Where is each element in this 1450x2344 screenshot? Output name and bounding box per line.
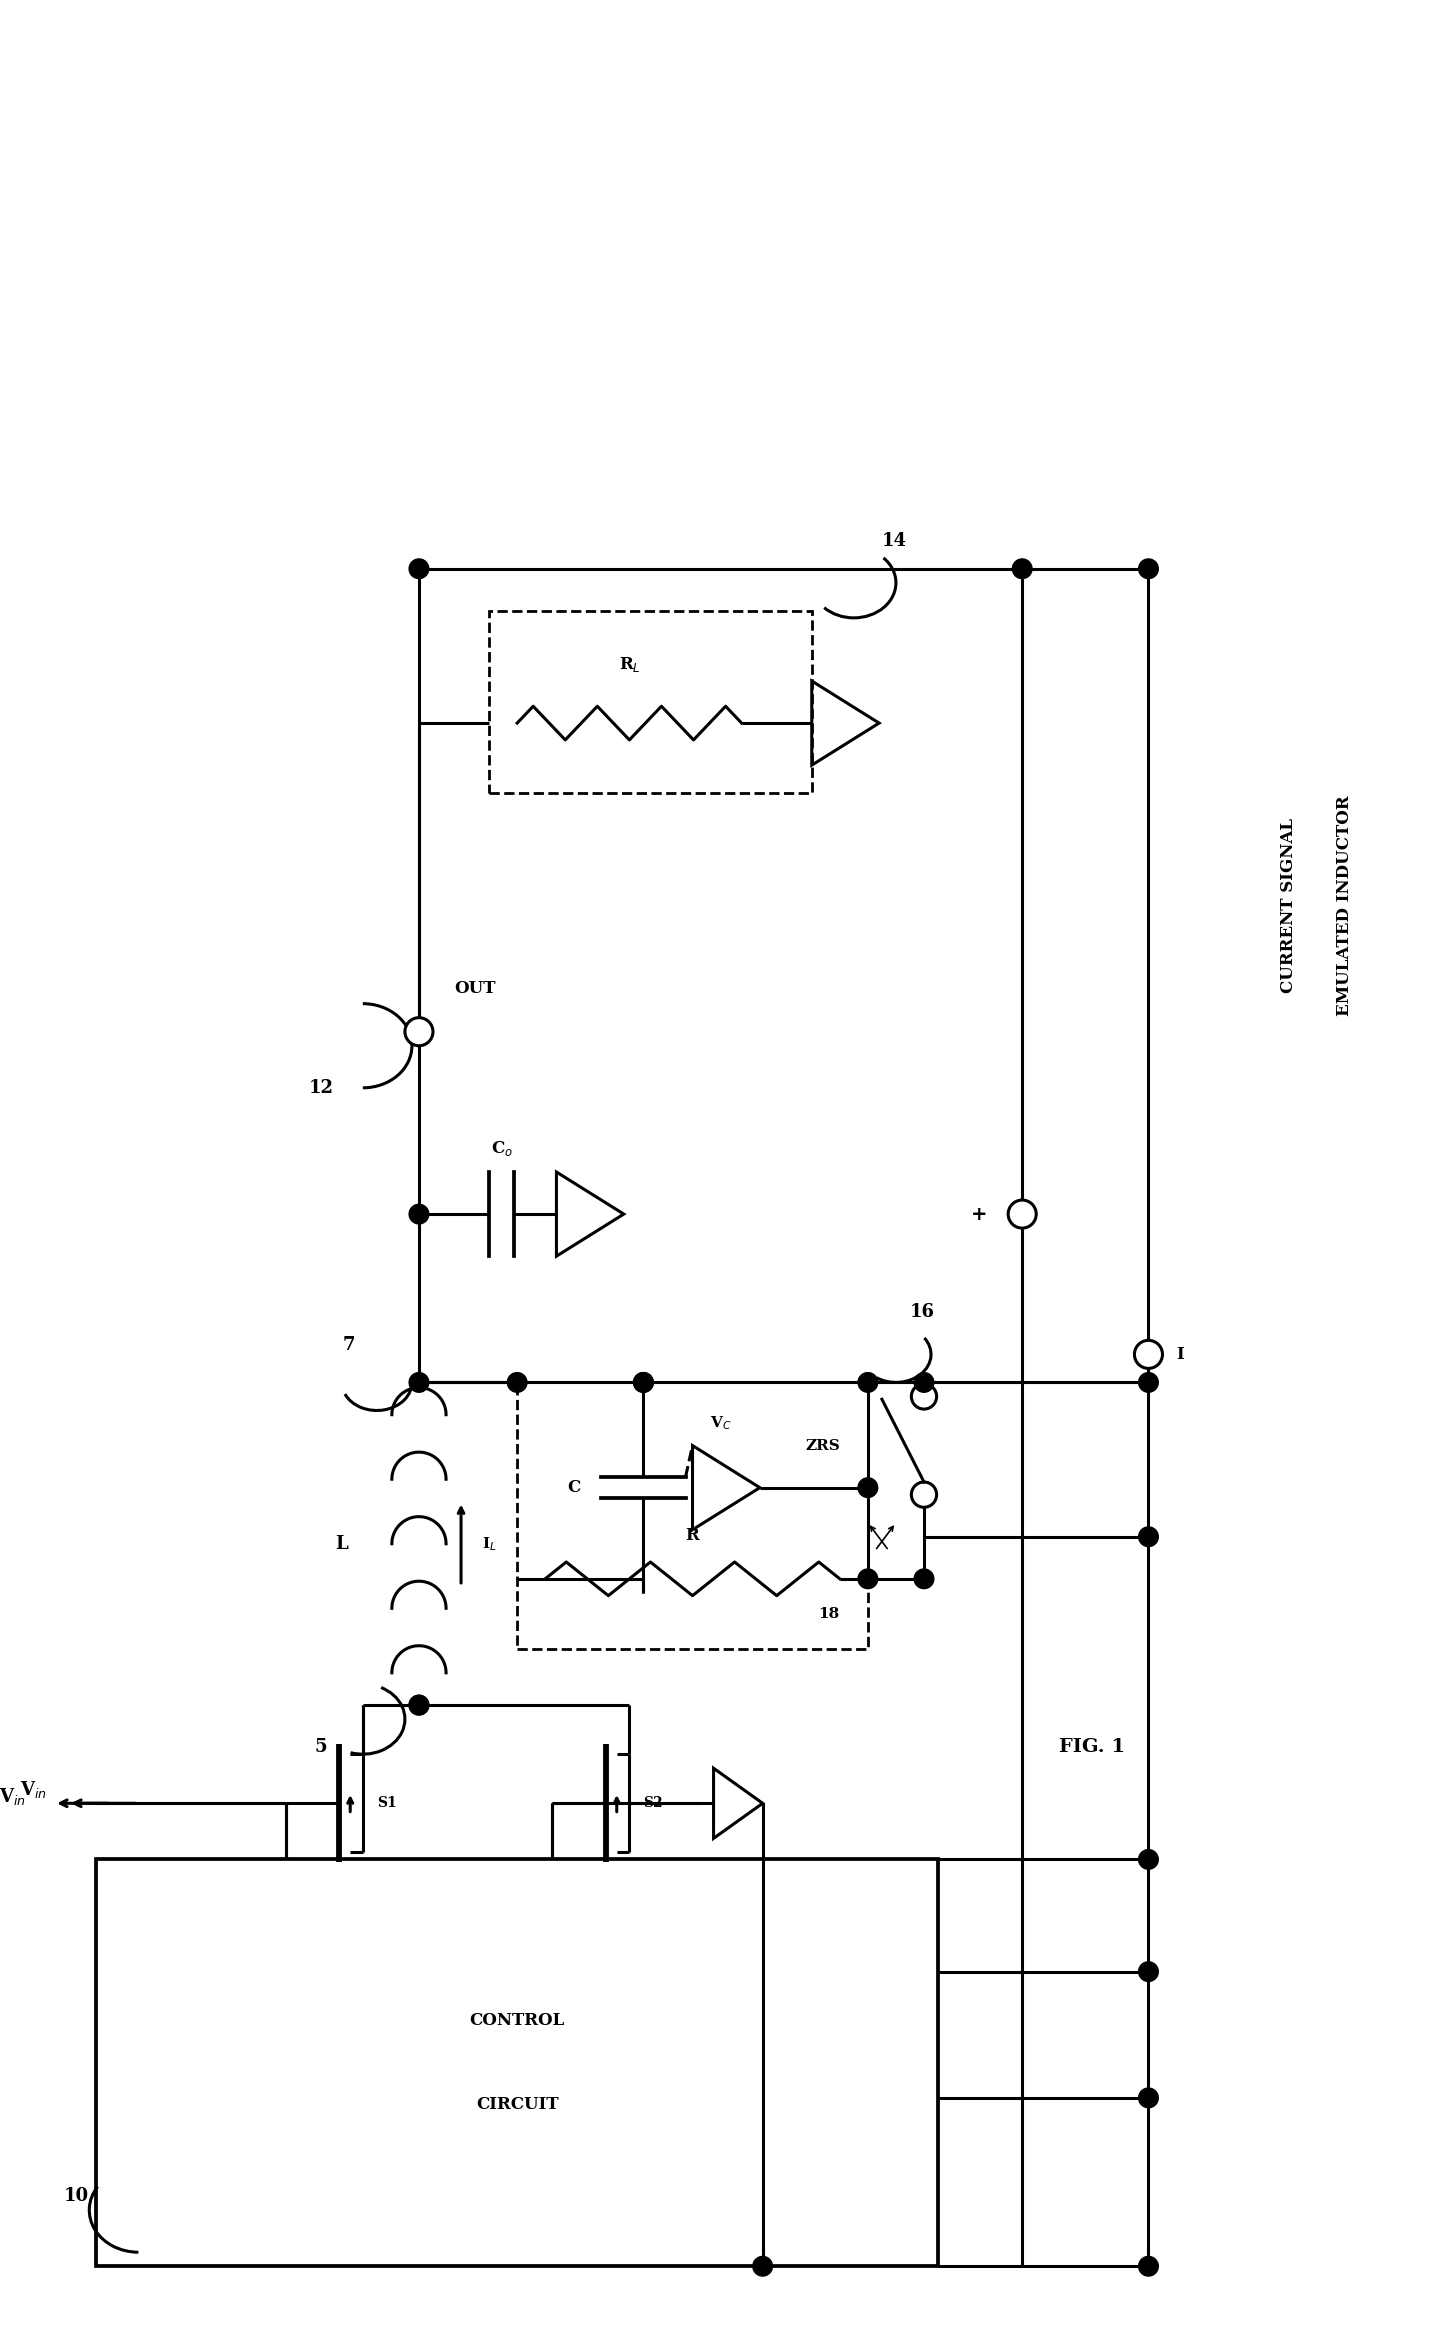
Text: 10: 10 — [64, 2187, 90, 2206]
Circle shape — [1134, 1341, 1163, 1369]
Circle shape — [914, 1374, 934, 1392]
Text: CONTROL: CONTROL — [470, 2011, 566, 2030]
Text: 14: 14 — [882, 532, 906, 551]
Circle shape — [409, 1695, 429, 1716]
Circle shape — [634, 1374, 654, 1392]
Text: S2: S2 — [644, 1796, 663, 1810]
Circle shape — [912, 1383, 937, 1409]
Text: L: L — [335, 1535, 348, 1552]
Circle shape — [1012, 558, 1032, 579]
Circle shape — [858, 1477, 877, 1498]
Text: EMULATED INDUCTOR: EMULATED INDUCTOR — [1337, 795, 1353, 1015]
Circle shape — [507, 1374, 526, 1392]
Circle shape — [409, 1695, 429, 1716]
Text: ZRS: ZRS — [805, 1439, 840, 1453]
FancyBboxPatch shape — [489, 612, 812, 792]
Text: OUT: OUT — [454, 980, 496, 996]
Circle shape — [912, 1481, 937, 1507]
Text: 5: 5 — [315, 1739, 328, 1756]
Circle shape — [1138, 1374, 1159, 1392]
Text: V$_C$: V$_C$ — [710, 1413, 731, 1432]
Text: +: + — [970, 1205, 987, 1224]
Circle shape — [1138, 2089, 1159, 2107]
Text: 12: 12 — [309, 1078, 334, 1097]
Text: V$_{in}$: V$_{in}$ — [0, 1786, 26, 1807]
Circle shape — [753, 2257, 773, 2276]
Text: I: I — [1176, 1345, 1185, 1362]
Circle shape — [409, 558, 429, 579]
Circle shape — [914, 1568, 934, 1589]
Circle shape — [858, 1374, 877, 1392]
Circle shape — [1008, 1200, 1037, 1228]
FancyBboxPatch shape — [96, 1859, 938, 2267]
Text: R$_L$: R$_L$ — [619, 654, 641, 675]
Circle shape — [405, 1017, 434, 1045]
Circle shape — [1138, 2257, 1159, 2276]
Circle shape — [634, 1374, 654, 1392]
Text: S1: S1 — [377, 1796, 397, 1810]
Text: V$_{in}$: V$_{in}$ — [20, 1779, 48, 1800]
Text: FIG. 1: FIG. 1 — [1060, 1739, 1125, 1756]
Text: CIRCUIT: CIRCUIT — [476, 2096, 558, 2114]
Text: CURRENT SIGNAL: CURRENT SIGNAL — [1280, 818, 1298, 994]
Circle shape — [1138, 1962, 1159, 1981]
Text: I$_L$: I$_L$ — [481, 1535, 497, 1552]
Circle shape — [409, 1205, 429, 1224]
FancyBboxPatch shape — [518, 1383, 869, 1648]
Text: R: R — [686, 1526, 699, 1545]
Text: C$_o$: C$_o$ — [490, 1139, 513, 1158]
Text: C: C — [567, 1479, 580, 1495]
Text: 18: 18 — [819, 1608, 840, 1622]
Circle shape — [1138, 1849, 1159, 1868]
Text: 16: 16 — [911, 1303, 935, 1322]
Circle shape — [1138, 1526, 1159, 1547]
Circle shape — [1138, 558, 1159, 579]
Circle shape — [409, 1374, 429, 1392]
Circle shape — [858, 1568, 877, 1589]
Text: 7: 7 — [342, 1336, 355, 1355]
